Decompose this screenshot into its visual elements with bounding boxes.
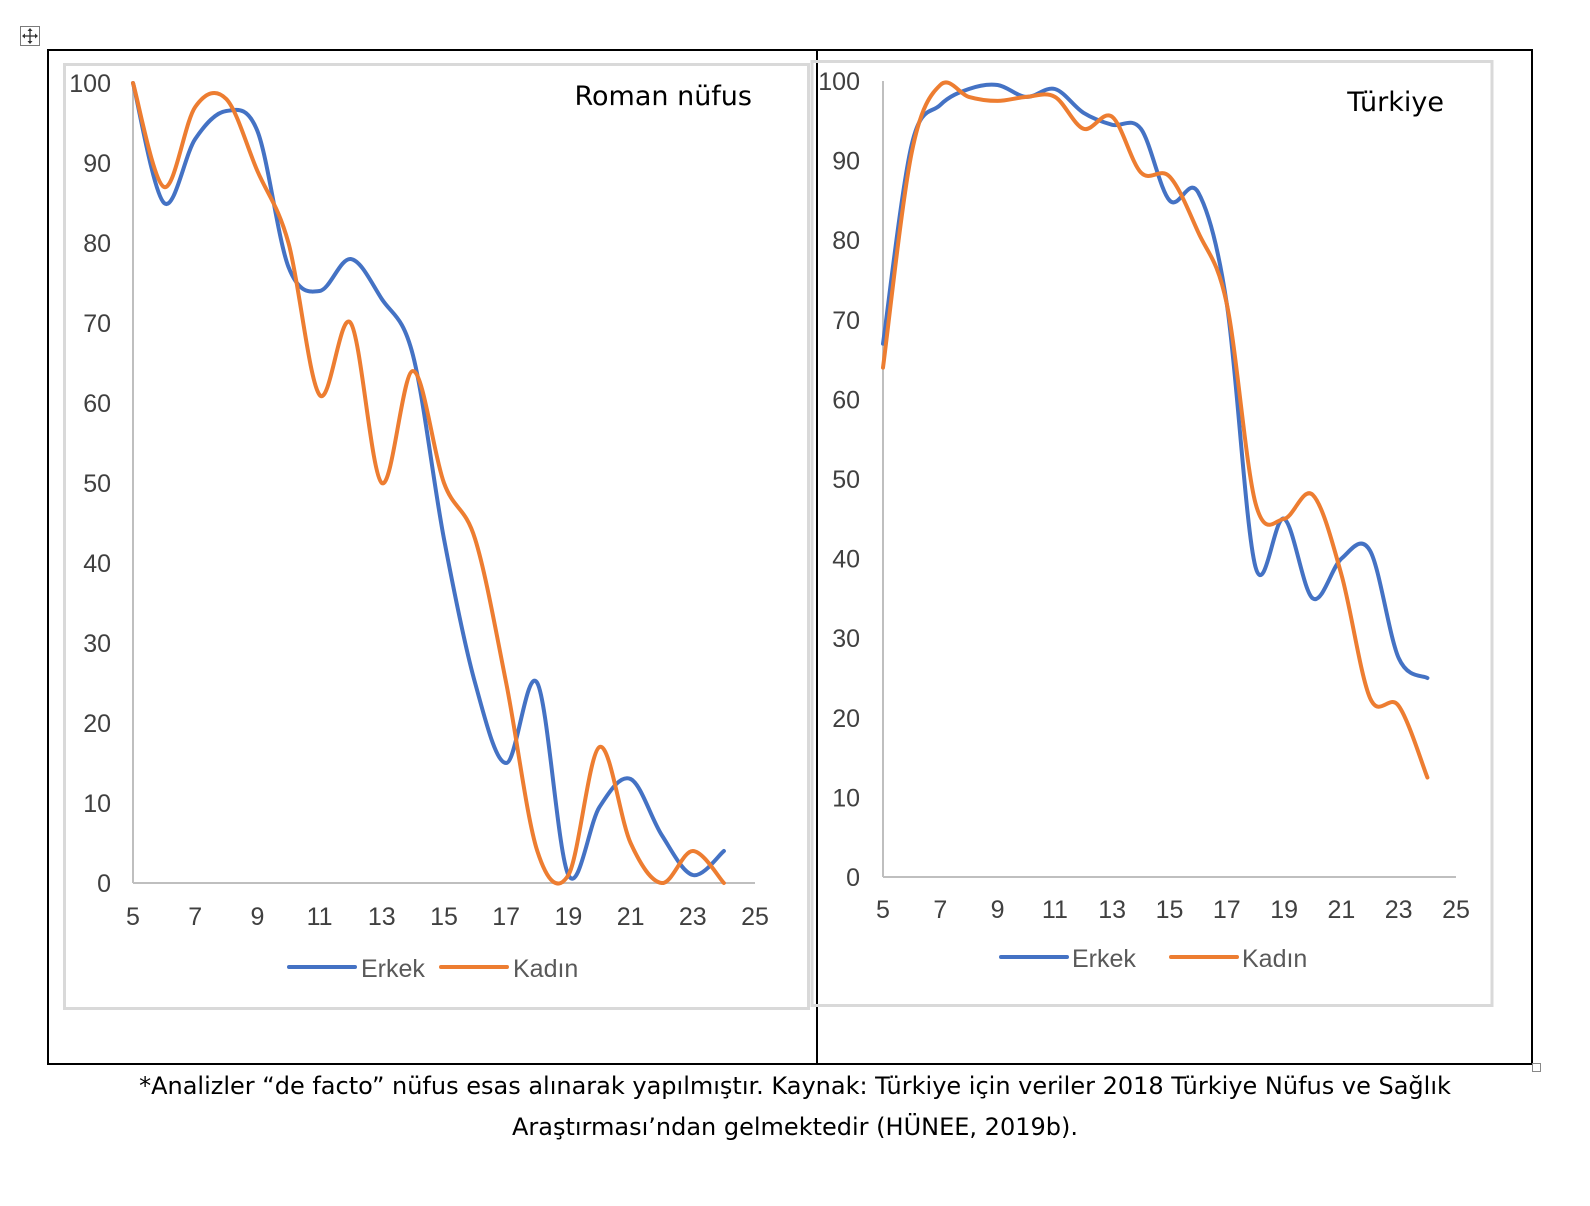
y-tick-label: 40: [83, 550, 111, 578]
x-tick-label: 7: [933, 896, 947, 924]
x-tick-label: 5: [876, 896, 890, 924]
y-tick-label: 0: [97, 870, 111, 898]
y-tick-label: 70: [832, 307, 860, 335]
y-tick-label: 50: [83, 470, 111, 498]
x-tick-label: 5: [126, 903, 140, 931]
legend-label: Erkek: [1072, 945, 1136, 973]
y-tick-label: 30: [83, 630, 111, 658]
caption-line-2: Araştırması’ndan gelmektedir (HÜNEE, 201…: [511, 1113, 1078, 1141]
chart-roman-nufus: 0 10 20 30 40 50 60 70 80 90 100 5 7 9 11 13 15 17 19 21 23 2…: [63, 63, 810, 1033]
y-tick-label: 20: [83, 710, 111, 738]
x-tick-label: 25: [1442, 896, 1470, 924]
chart-title: Türkiye: [1346, 87, 1444, 118]
chart-roman-nufus-svg: 0 10 20 30 40 50 60 70 80 90 100 5 7 9 11 13 15 17 19 21 23 2…: [63, 63, 810, 1010]
x-tick-label: 13: [368, 903, 396, 931]
chart-turkiye: 0 10 20 30 40 50 60 70 80 90 100 5 7 9 11 13 15 17 19 21 23 2…: [810, 60, 1531, 1033]
y-tick-label: 60: [83, 390, 111, 418]
y-tick-label: 20: [832, 705, 860, 733]
x-tick-label: 7: [188, 903, 202, 931]
chart-title: Roman nüfus: [574, 81, 752, 112]
y-tick-label: 50: [832, 466, 860, 494]
figure-caption: *Analizler “de facto” nüfus esas alınara…: [30, 1066, 1560, 1148]
chart-area-border: [63, 63, 810, 1010]
legend-label: Erkek: [361, 955, 425, 983]
x-tick-label: 9: [991, 896, 1005, 924]
x-tick-label: 15: [1156, 896, 1184, 924]
y-tick-label: 60: [832, 386, 860, 414]
x-tick-label: 19: [1270, 896, 1298, 924]
series-line-erkek: [881, 82, 1430, 680]
y-tick-label: 30: [832, 625, 860, 653]
y-tick-label: 80: [832, 227, 860, 255]
chart-area-border: [810, 60, 1494, 1007]
y-tick-label: 90: [832, 148, 860, 176]
series-line-kad-n: [131, 81, 726, 886]
x-tick-label: 21: [1327, 896, 1355, 924]
y-tick-label: 70: [83, 310, 111, 338]
x-tick-label: 13: [1098, 896, 1126, 924]
x-tick-label: 23: [679, 903, 707, 931]
y-tick-label: 100: [69, 70, 111, 98]
x-tick-label: 17: [1213, 896, 1241, 924]
x-tick-label: 25: [741, 903, 769, 931]
legend-label: Kadın: [1242, 945, 1307, 973]
table-edge-marker: [1531, 49, 1533, 93]
x-tick-label: 11: [1042, 896, 1068, 924]
move-arrows-icon[interactable]: [20, 26, 40, 46]
x-tick-label: 19: [554, 903, 582, 931]
chart-turkiye-svg: 0 10 20 30 40 50 60 70 80 90 100 5 7 9 11 13 15 17 19 21 23 2…: [810, 60, 1494, 1007]
table-column-divider: [816, 49, 818, 1065]
y-tick-label: 90: [83, 150, 111, 178]
y-tick-label: 80: [83, 230, 111, 258]
y-tick-label: 10: [83, 790, 111, 818]
y-tick-label: 40: [832, 546, 860, 574]
y-tick-label: 10: [832, 784, 860, 812]
series-line-kad-n: [881, 80, 1430, 780]
y-tick-label: 100: [818, 68, 860, 96]
table-frame: [47, 49, 1533, 1065]
x-tick-label: 15: [430, 903, 458, 931]
x-tick-label: 17: [492, 903, 520, 931]
caption-line-1: *Analizler “de facto” nüfus esas alınara…: [139, 1072, 1451, 1100]
x-tick-label: 9: [250, 903, 264, 931]
x-tick-label: 23: [1385, 896, 1413, 924]
x-tick-label: 21: [617, 903, 645, 931]
x-tick-label: 11: [307, 903, 333, 931]
y-tick-label: 0: [846, 864, 860, 892]
resize-square-icon[interactable]: [1532, 1063, 1541, 1072]
legend-label: Kadın: [513, 955, 578, 983]
series-line-erkek: [131, 81, 726, 881]
